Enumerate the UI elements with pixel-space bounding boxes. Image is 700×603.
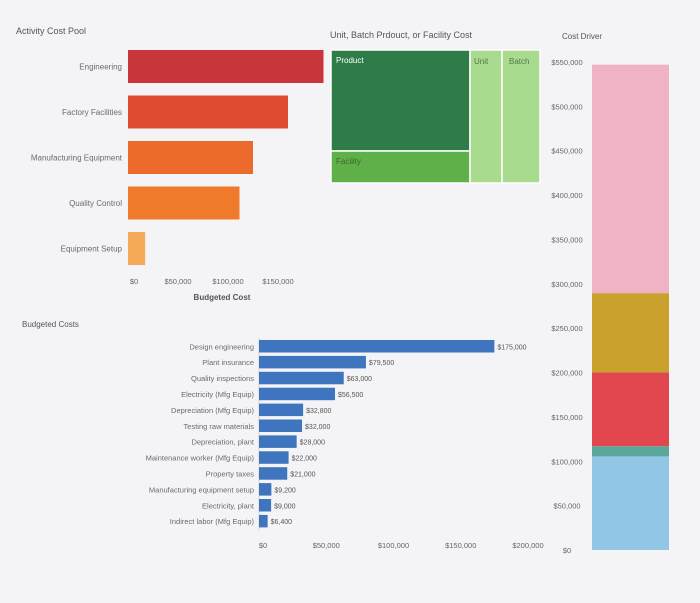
activity-cost-pool-xlabel: Budgeted Cost [194,293,251,302]
treemap-cell-label: Batch [509,57,529,66]
budget-value-label: $63,000 [347,376,372,383]
pool-category-label: Quality Control [69,199,122,208]
budget-bar-maintenance-worker-mfg-equip [259,451,289,464]
budget-bar-design-engineering [259,340,495,353]
pool-bar-quality-control [128,186,240,220]
budget-bar-plant-insurance [259,355,366,369]
pool-category-label: Manufacturing Equipment [31,154,123,163]
pool-bar-manufacturing-equipment [128,141,253,174]
cost-driver-y-tick-label: $300,000 [551,280,582,289]
cost-driver-y-tick-label: $500,000 [551,102,582,111]
budget-value-label: $32,000 [305,424,330,431]
pool-x-tick-label: $150,000 [262,277,293,286]
activity-cost-pool-chart: Activity Cost Pool Budgeted Cost Enginee… [16,26,324,302]
budget-category-label: Plant insurance [202,358,254,367]
budget-value-label: $175,000 [497,344,526,351]
cost-driver-segment-1 [592,456,669,550]
budget-category-label: Depreciation (Mfg Equip) [171,406,254,415]
treemap-cell-facility [330,150,471,184]
pool-category-label: Engineering [79,63,122,72]
cost-driver-y-tick-label: $400,000 [551,191,582,200]
budget-category-label: Manufacturing equipment setup [149,485,254,494]
budget-value-label: $79,500 [369,360,394,367]
cost-driver-segment-5 [592,64,669,294]
budget-value-label: $32,800 [306,408,331,415]
cost-driver-segment-3 [592,372,669,447]
budgeted-costs-title: Budgeted Costs [22,320,79,329]
budgeted-costs-chart: Budgeted Costs Design engineering $175,00… [22,320,544,550]
budget-bar-indirect-labor-mfg-equip [259,514,268,528]
budget-bar-testing-raw-materials [259,419,303,432]
budget-bar-depreciation-plant [259,435,297,448]
budget-category-label: Quality inspections [191,374,254,383]
budget-value-label: $21,000 [290,471,315,478]
treemap-cell-label: Unit [474,57,489,66]
cost-driver-y-tick-label: $100,000 [551,457,582,466]
budget-category-label: Electricity, plant [202,501,255,510]
budget-value-label: $28,000 [300,440,325,447]
treemap-cell-label: Product [336,56,364,65]
budget-value-label: $56,500 [338,392,363,399]
budget-x-tick-label: $200,000 [512,541,543,550]
budget-value-label: $9,200 [274,487,296,494]
budget-x-tick-label: $50,000 [313,541,340,550]
budget-value-label: $22,000 [292,456,317,463]
treemap-cell-unit [469,49,503,184]
treemap-cell-label: Facility [336,157,361,166]
budget-category-label: Depreciation, plant [191,438,254,447]
budget-value-label: $6,400 [271,519,293,526]
budget-bar-electricity-mfg-equip [259,387,335,401]
budget-category-label: Electricity (Mfg Equip) [181,390,254,399]
cost-driver-segment-2 [592,446,669,457]
pool-category-label: Equipment Setup [61,245,123,254]
cost-driver-segment-4 [592,293,669,373]
budget-x-tick-label: $0 [259,541,267,550]
cost-driver-y-tick-label: $0 [563,546,571,555]
cost-driver-y-tick-label: $550,000 [551,58,582,67]
cost-driver-y-tick-label: $450,000 [551,147,582,156]
pool-x-tick-label: $0 [130,277,138,286]
budget-bar-depreciation-mfg-equip [259,403,304,417]
budget-category-label: Property taxes [206,469,255,478]
treemap-cell-product [330,49,471,152]
budget-bar-electricity-plant [259,499,272,512]
pool-x-tick-label: $50,000 [164,277,191,286]
cost-type-treemap: Unit, Batch Prdouct, or Facility Cost Pr… [330,30,541,184]
budget-category-label: Indirect labor (Mfg Equip) [170,517,255,526]
budget-value-label: $9,000 [274,503,296,510]
cost-driver-y-tick-label: $50,000 [553,502,580,511]
budget-bar-property-taxes [259,467,288,480]
pool-bar-equipment-setup [128,232,146,265]
budget-category-label: Design engineering [189,342,254,351]
pool-category-label: Factory Facilities [62,108,122,117]
cost-driver-y-tick-label: $150,000 [551,413,582,422]
treemap-cell-batch [501,49,541,184]
cost-driver-title: Cost Driver [562,32,602,41]
pool-x-tick-label: $100,000 [212,277,243,286]
budget-bar-manufacturing-equipment-setup [259,483,272,496]
pool-bar-engineering [128,50,324,83]
budget-x-tick-label: $100,000 [378,541,409,550]
activity-cost-pool-title: Activity Cost Pool [16,26,86,36]
treemap-title: Unit, Batch Prdouct, or Facility Cost [330,30,473,40]
cost-driver-y-tick-label: $200,000 [551,369,582,378]
budget-bar-quality-inspections [259,371,344,385]
pool-bar-factory-facilities [128,95,288,129]
budget-x-tick-label: $150,000 [445,541,476,550]
cost-driver-y-tick-label: $350,000 [551,235,582,244]
cost-driver-y-tick-label: $250,000 [551,324,582,333]
budget-category-label: Maintenance worker (Mfg Equip) [146,454,255,463]
cost-driver-chart: Cost Driver $0 $50,000 $100,000 $150,000 $20… [551,32,669,555]
budget-category-label: Testing raw materials [184,422,255,431]
